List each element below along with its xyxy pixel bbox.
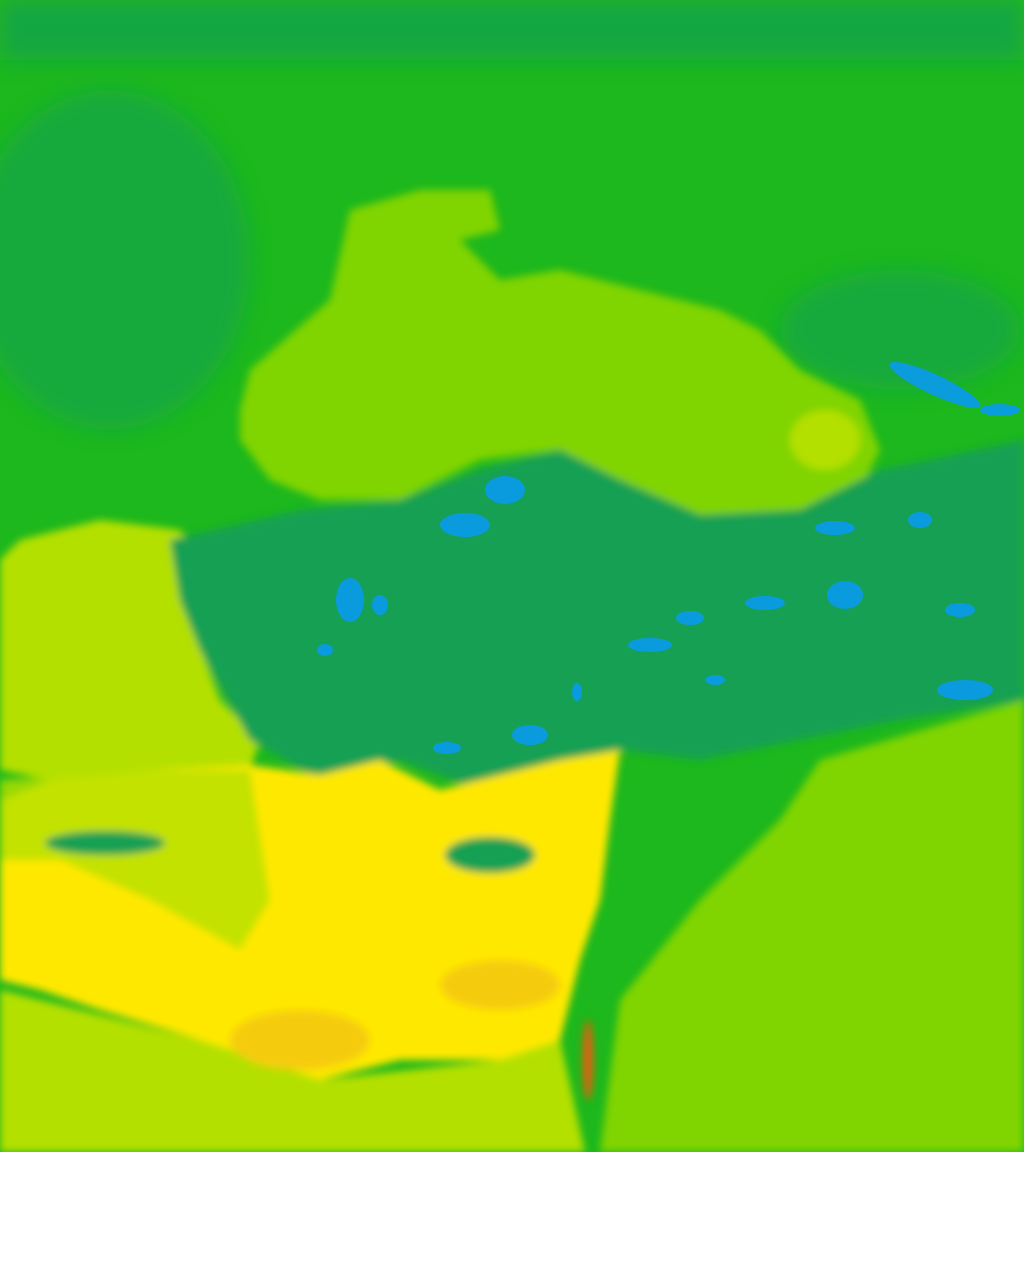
- cyprus: [445, 837, 535, 873]
- blank-footer: [0, 1152, 1024, 1280]
- balkan-cool-region: [0, 90, 250, 430]
- egypt-coast: [0, 990, 585, 1152]
- temperature-map: [0, 0, 1024, 1152]
- warm-patch-2: [440, 960, 560, 1010]
- black-sea-warm-spot: [790, 410, 860, 470]
- cold-spots: [317, 362, 1020, 754]
- anatolia: [170, 440, 1024, 790]
- black-sea: [240, 190, 880, 515]
- levant-region: [600, 700, 1024, 1152]
- northern-cool-band: [0, 0, 1024, 60]
- caucasus-cool-region: [780, 270, 1020, 390]
- rift-warm-strip: [583, 1020, 593, 1100]
- warm-patch-1: [230, 1010, 370, 1070]
- aegean-transition: [0, 770, 270, 950]
- crete: [45, 831, 165, 855]
